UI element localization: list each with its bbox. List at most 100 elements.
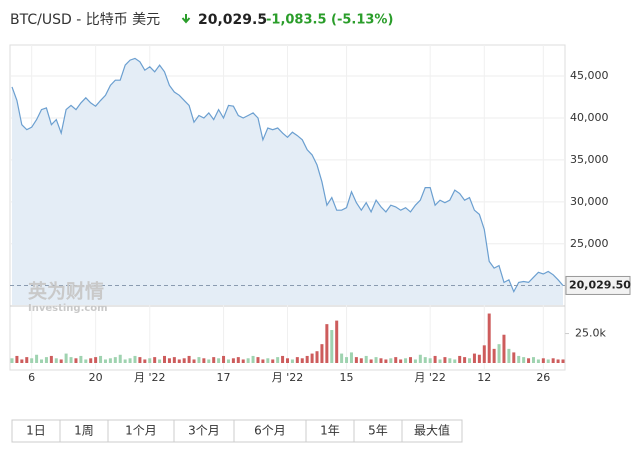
volume-bar bbox=[202, 358, 206, 363]
volume-bar bbox=[128, 358, 132, 363]
volume-bar bbox=[561, 359, 565, 363]
price-area bbox=[12, 58, 563, 306]
volume-bar bbox=[335, 320, 339, 363]
volume-bar bbox=[463, 357, 467, 363]
volume-bar bbox=[241, 359, 245, 363]
volume-bar bbox=[266, 358, 270, 363]
volume-bar bbox=[64, 353, 68, 363]
volume-bar bbox=[551, 358, 555, 363]
volume-bar bbox=[546, 359, 550, 363]
volume-bar bbox=[276, 357, 280, 363]
volume-bar bbox=[477, 354, 481, 363]
watermark-brand: 英为财情 bbox=[28, 280, 104, 303]
x-tick-label: 月 '22 bbox=[414, 371, 446, 384]
y-tick-label: 25,000 bbox=[570, 237, 609, 250]
volume-bar bbox=[404, 358, 408, 363]
volume-bar bbox=[359, 358, 363, 363]
volume-bar bbox=[492, 348, 496, 363]
range-button-label: 6个月 bbox=[254, 424, 286, 438]
volume-bar bbox=[320, 344, 324, 363]
volume-bar bbox=[35, 354, 39, 363]
range-button[interactable] bbox=[401, 419, 463, 443]
range-button-label: 1年 bbox=[320, 424, 340, 438]
volume-bar bbox=[325, 324, 329, 363]
y-tick-label: 45,000 bbox=[570, 69, 609, 82]
volume-bar bbox=[94, 357, 98, 363]
volume-bar bbox=[295, 357, 299, 363]
volume-bar bbox=[271, 359, 275, 363]
volume-bar bbox=[384, 359, 388, 363]
volume-bar bbox=[40, 359, 44, 363]
range-button-label: 5年 bbox=[368, 424, 388, 438]
volume-bar bbox=[433, 355, 437, 363]
volume-bar bbox=[522, 357, 526, 363]
volume-bar bbox=[123, 359, 127, 363]
x-tick-label: 15 bbox=[340, 371, 354, 384]
volume-bar bbox=[113, 357, 117, 363]
volume-bar bbox=[187, 355, 191, 363]
volume-bar bbox=[443, 357, 447, 363]
volume-bar bbox=[226, 359, 230, 363]
volume-bar bbox=[374, 357, 378, 363]
x-tick-label: 12 bbox=[477, 371, 491, 384]
volume-bar bbox=[305, 355, 309, 363]
volume-bar bbox=[448, 358, 452, 363]
volume-bar bbox=[527, 358, 531, 363]
volume-bar bbox=[59, 359, 63, 363]
volume-bar bbox=[148, 358, 152, 363]
volume-bar bbox=[438, 359, 442, 363]
volume-bar bbox=[423, 357, 427, 363]
x-tick-label: 26 bbox=[536, 371, 550, 384]
volume-bar bbox=[251, 355, 255, 363]
volume-bar bbox=[222, 355, 226, 363]
volume-bar bbox=[517, 355, 521, 363]
volume-bar bbox=[487, 313, 491, 363]
volume-bar bbox=[394, 357, 398, 363]
volume-bar bbox=[44, 357, 48, 363]
volume-bar bbox=[389, 358, 393, 363]
volume-bar bbox=[10, 358, 14, 363]
volume-bar bbox=[364, 355, 368, 363]
volume-bar bbox=[413, 359, 417, 363]
volume-bar bbox=[54, 358, 58, 363]
volume-bar bbox=[468, 358, 472, 363]
volume-bar bbox=[20, 359, 24, 363]
volume-bar bbox=[399, 359, 403, 363]
volume-bar bbox=[408, 357, 412, 363]
x-tick-label: 月 '22 bbox=[272, 371, 304, 384]
volume-bar bbox=[507, 348, 511, 363]
volume-bar bbox=[182, 358, 186, 363]
volume-bar bbox=[236, 357, 240, 363]
volume-bar bbox=[212, 357, 216, 363]
volume-bar bbox=[369, 359, 373, 363]
range-button-label: 3个月 bbox=[188, 424, 220, 438]
volume-bar bbox=[177, 359, 181, 363]
volume-bar bbox=[167, 358, 171, 363]
watermark-site: Investing.com bbox=[28, 303, 108, 314]
volume-bar bbox=[153, 357, 157, 363]
volume-bar bbox=[497, 344, 501, 363]
down-arrow bbox=[181, 14, 191, 24]
volume-bar bbox=[458, 355, 462, 363]
volume-bar bbox=[428, 358, 432, 363]
volume-bar bbox=[300, 358, 304, 363]
y-tick-label: 40,000 bbox=[570, 111, 609, 124]
x-tick-label: 月 '22 bbox=[134, 371, 166, 384]
volume-bar bbox=[217, 358, 221, 363]
volume-bar bbox=[89, 358, 93, 363]
x-tick-label: 6 bbox=[28, 371, 35, 384]
volume-bar bbox=[286, 358, 289, 363]
volume-bar bbox=[108, 358, 112, 363]
last-price-box bbox=[565, 275, 631, 295]
price-change: -1,083.5 (-5.13%) bbox=[266, 13, 393, 28]
volume-bar bbox=[79, 355, 83, 363]
volume-bar bbox=[418, 354, 422, 363]
volume-bar bbox=[290, 359, 294, 363]
price: 20,029.5 bbox=[198, 12, 267, 28]
volume-bar bbox=[379, 358, 383, 363]
volume-bar bbox=[354, 357, 358, 363]
volume-bar bbox=[69, 357, 73, 363]
volume-bar bbox=[133, 355, 137, 363]
volume-bar bbox=[502, 334, 506, 363]
volume-bar bbox=[310, 353, 314, 363]
